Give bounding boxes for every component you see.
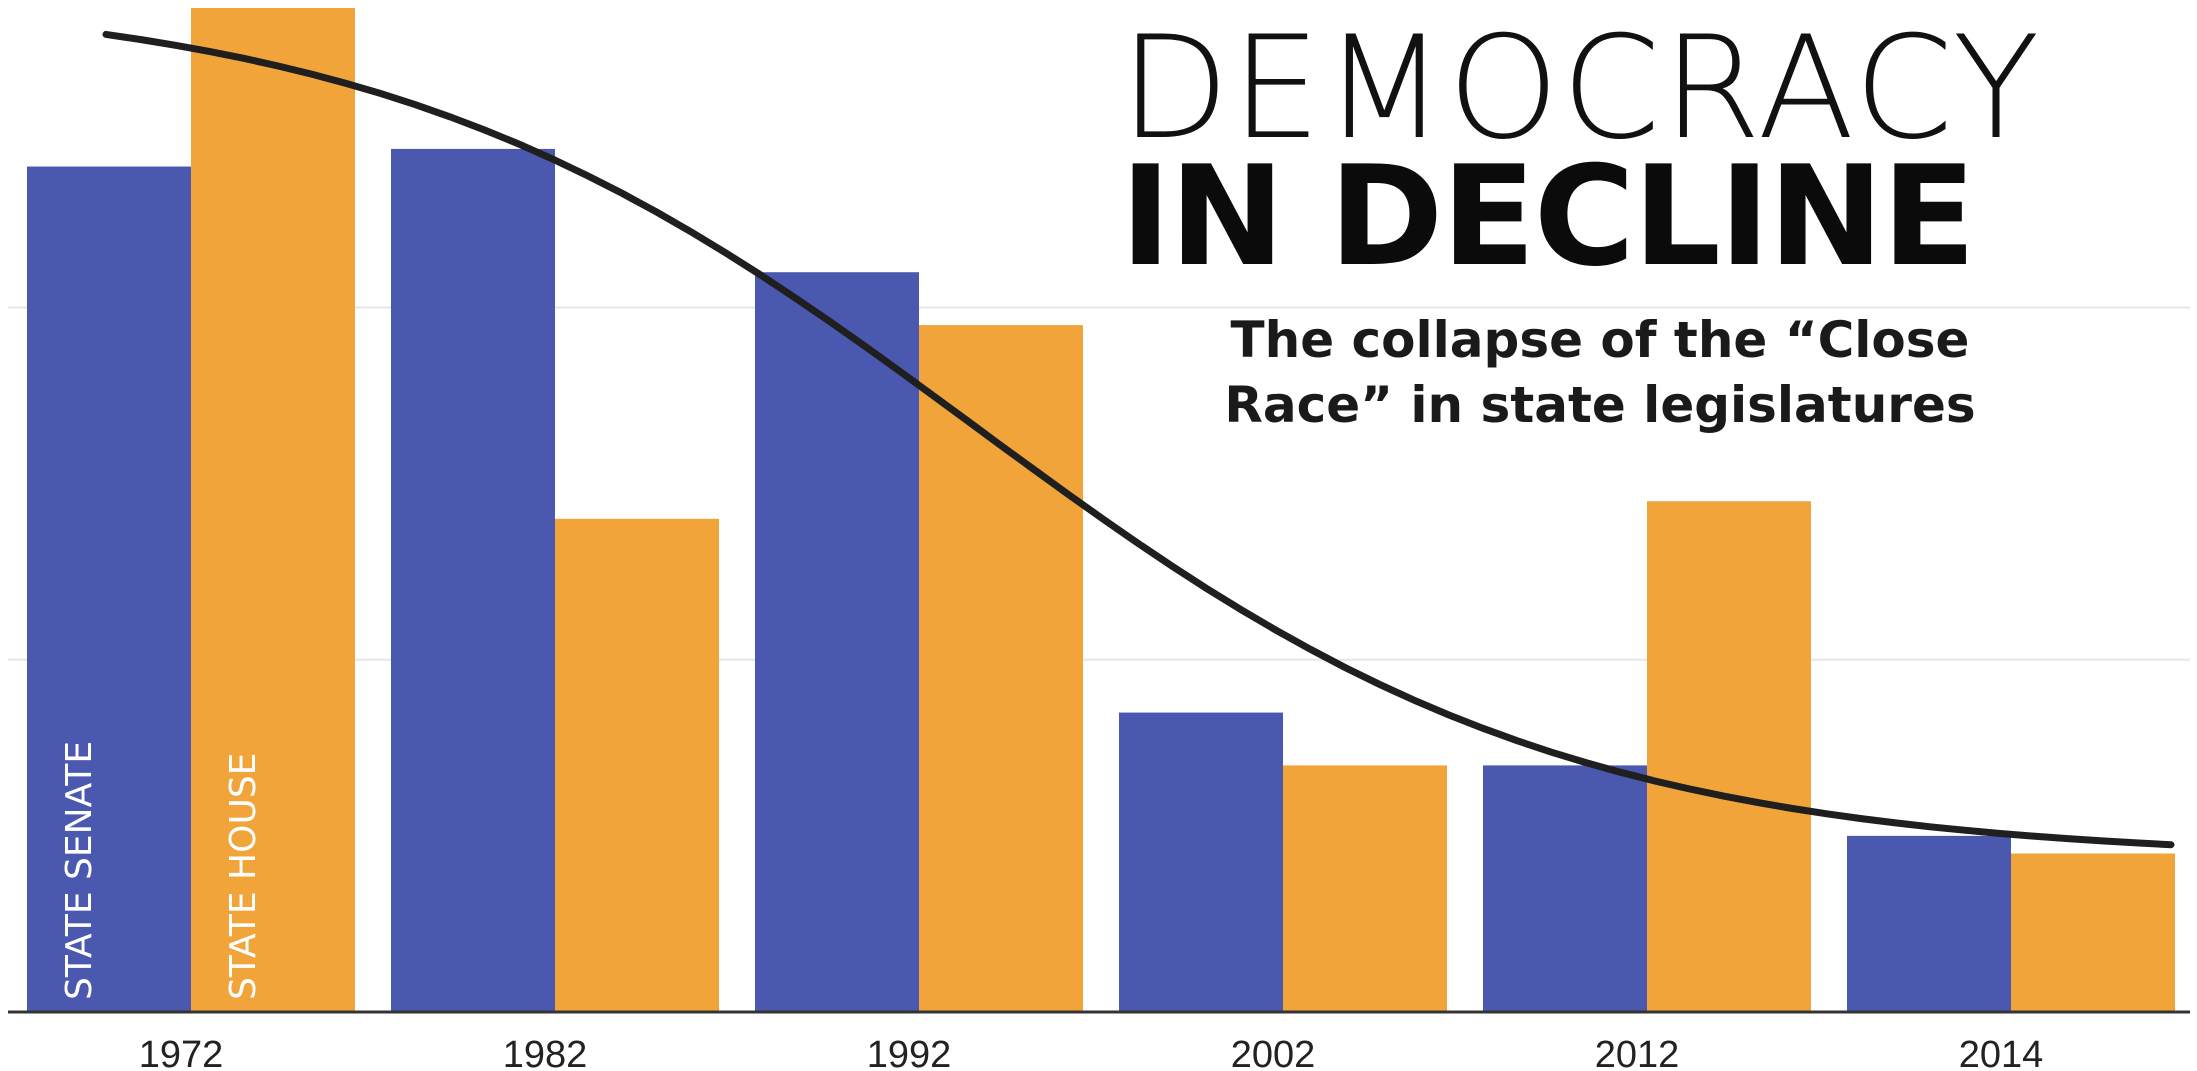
bar-senate-2002	[1119, 712, 1283, 1012]
chart-subtitle: The collapse of the “Close Race” in stat…	[1224, 311, 1976, 434]
series-label-senate: STATE SENATE	[59, 741, 100, 1000]
bar-senate-1982	[391, 148, 555, 1012]
bar-house-2014	[2011, 853, 2175, 1012]
bar-house-1992	[919, 325, 1083, 1013]
bar-senate-1992	[755, 272, 919, 1012]
bar-house-2012	[1647, 501, 1811, 1012]
tick-label-2002: 2002	[1231, 1034, 1316, 1071]
tick-label-1982: 1982	[503, 1034, 588, 1071]
bar-house-2002	[1283, 765, 1447, 1012]
tick-label-2012: 2012	[1595, 1034, 1680, 1071]
bars	[27, 8, 2175, 1013]
tick-label-2014: 2014	[1959, 1034, 2044, 1071]
bar-house-1982	[555, 518, 719, 1012]
tick-label-1992: 1992	[867, 1034, 952, 1071]
bar-senate-1972	[27, 166, 191, 1013]
bar-senate-2014	[1847, 835, 2011, 1012]
grid-lines	[8, 306, 2190, 661]
chart-title-line2: IN DECLINE	[1120, 136, 1976, 297]
series-labels: STATE SENATE STATE HOUSE	[59, 741, 264, 1000]
tick-label-1972: 1972	[139, 1034, 224, 1071]
chart-title-line1: DEMOCRACY	[1120, 6, 2042, 171]
series-label-house: STATE HOUSE	[223, 753, 264, 1000]
x-axis-tick-labels: 1972 1982 1992 2002 2012 2014	[139, 1034, 2044, 1071]
bar-house-1972	[191, 8, 355, 1012]
trend-line	[102, 30, 2175, 849]
bar-senate-2012	[1483, 765, 1647, 1012]
